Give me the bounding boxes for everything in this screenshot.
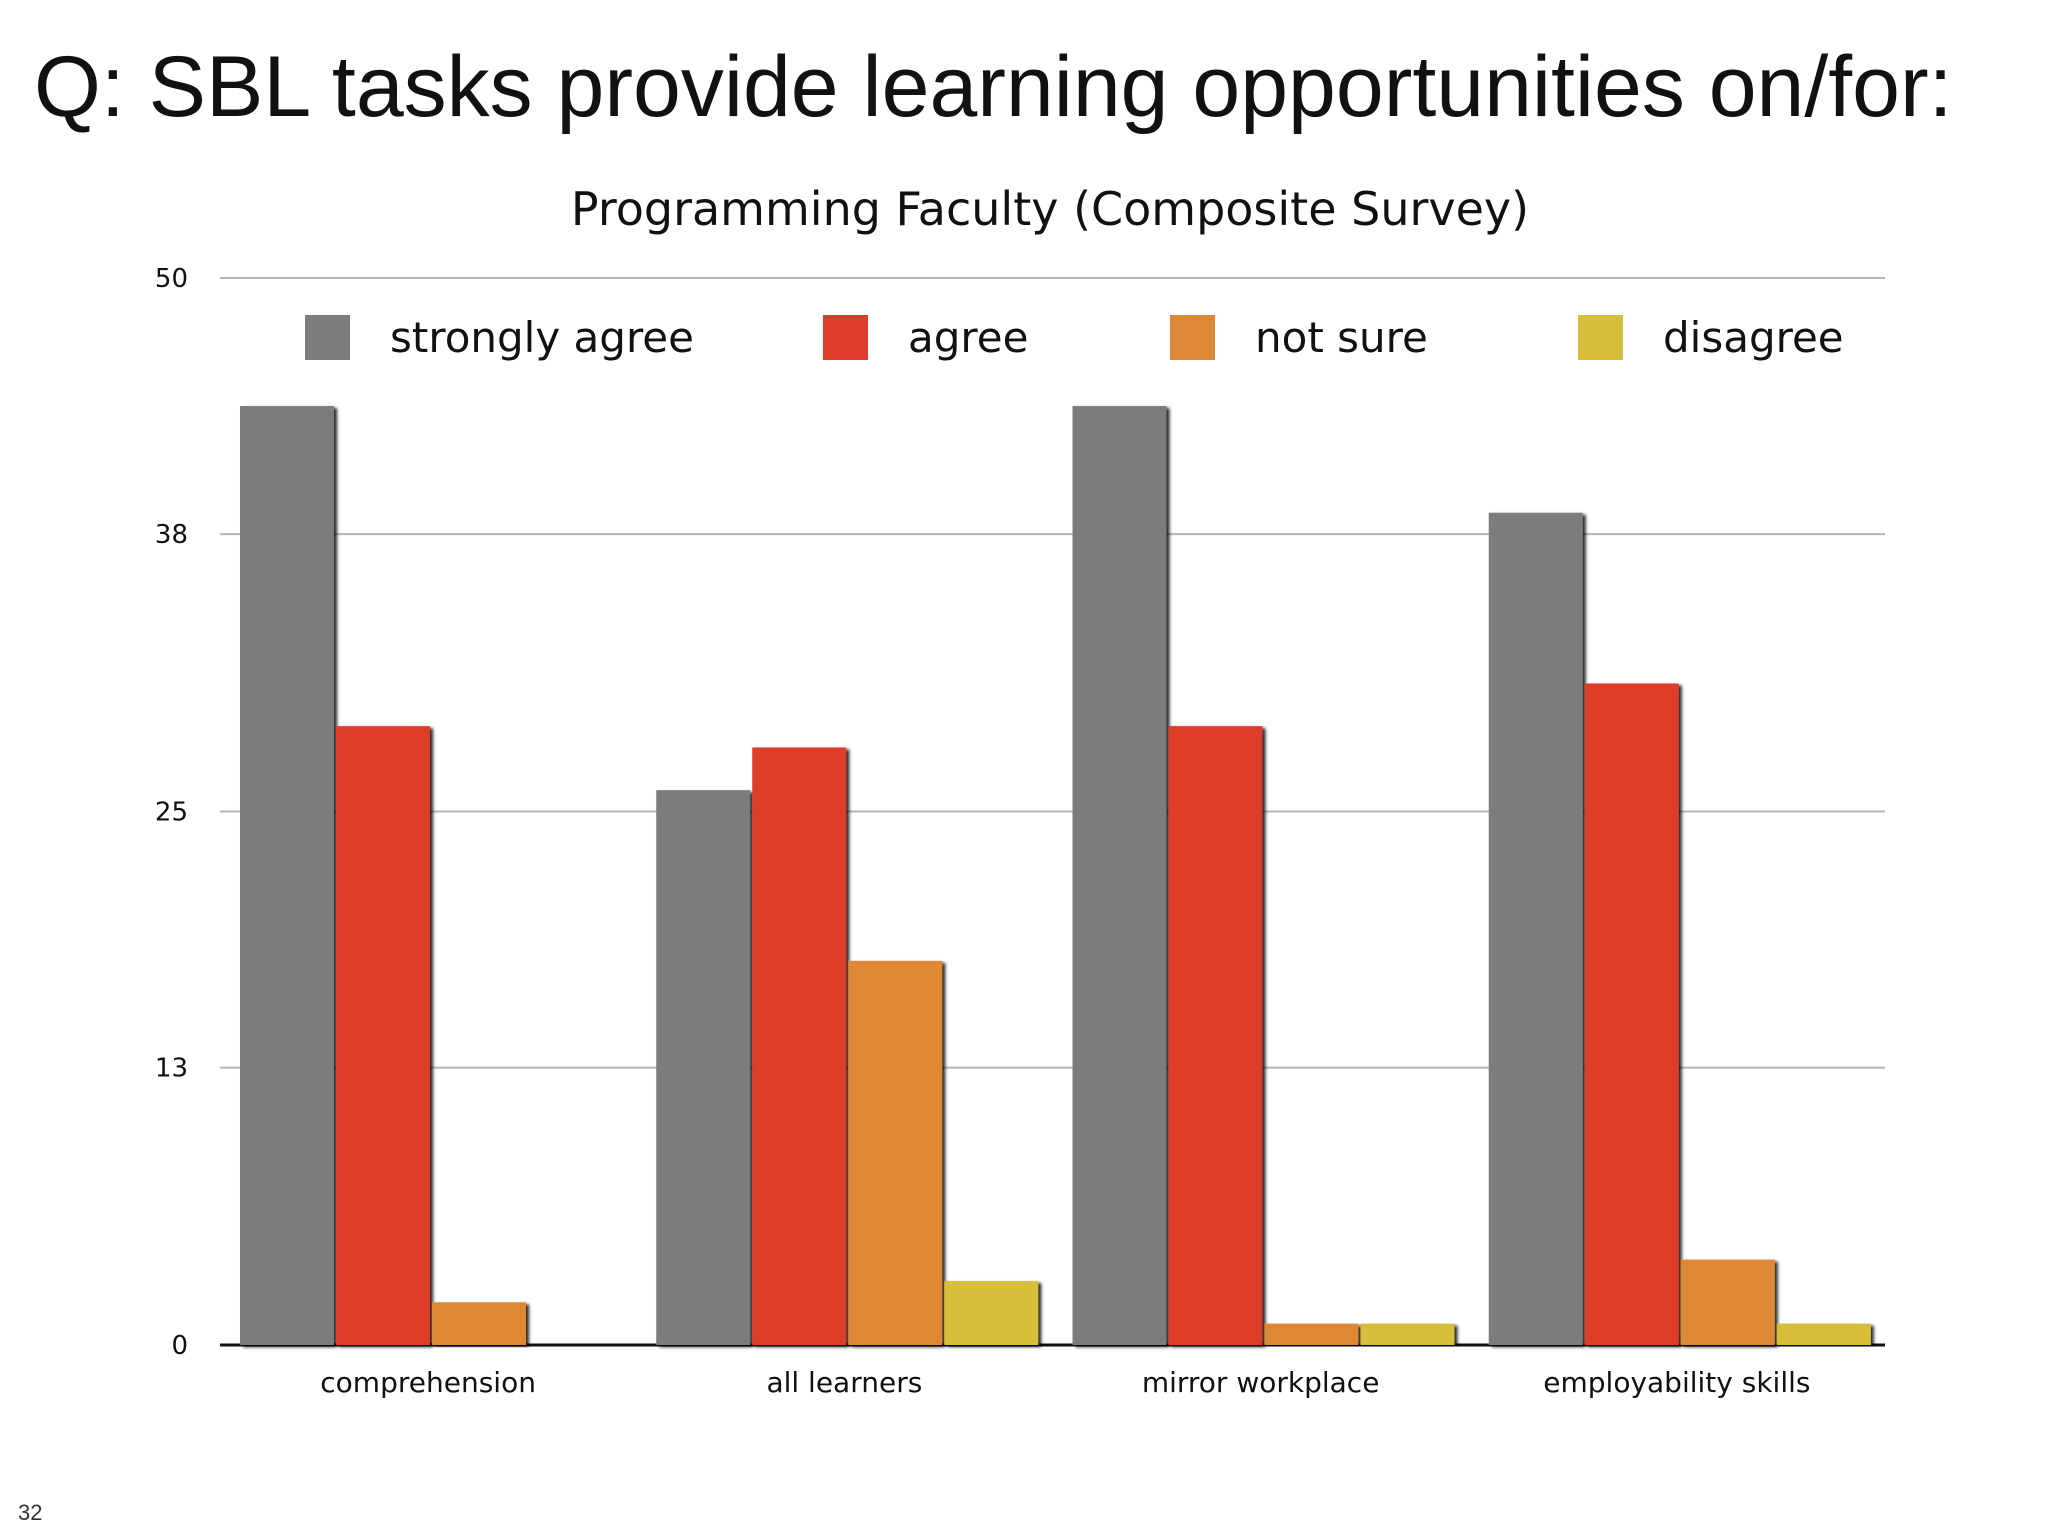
bar-strongly-agree-mirror-workplace	[1072, 406, 1167, 1345]
bar-agree-employability-skills	[1584, 683, 1679, 1345]
legend-label: not sure	[1255, 313, 1428, 362]
legend-label: disagree	[1663, 313, 1844, 362]
bar-agree-comprehension	[336, 726, 430, 1345]
x-axis: comprehension all learners mirror workplac…	[320, 1366, 1810, 1399]
y-tick-label: 38	[155, 520, 188, 550]
bar-disagree-mirror-workplace	[1360, 1323, 1455, 1345]
page-number: 32	[18, 1500, 43, 1525]
bars	[240, 406, 1871, 1345]
legend-swatch	[823, 315, 868, 360]
bar-strongly-agree-employability-skills	[1488, 512, 1583, 1345]
x-tick-label: mirror workplace	[1142, 1366, 1380, 1399]
legend-label: strongly agree	[390, 313, 694, 362]
bar-disagree-employability-skills	[1776, 1323, 1871, 1345]
y-tick-label: 0	[171, 1331, 188, 1361]
legend-swatch	[1578, 315, 1623, 360]
bar-agree-mirror-workplace	[1168, 726, 1263, 1345]
bar-not-sure-all-learners	[848, 960, 943, 1345]
y-tick-label: 50	[155, 264, 188, 294]
bar-not-sure-employability-skills	[1680, 1259, 1775, 1345]
x-tick-label: comprehension	[320, 1366, 536, 1399]
y-axis: 0 13 25 38 50	[155, 264, 188, 1361]
legend-label: agree	[908, 313, 1028, 362]
bar-agree-all-learners	[752, 747, 847, 1345]
x-tick-label: all learners	[766, 1366, 922, 1399]
legend: strongly agree agree not sure disagree	[305, 313, 1844, 362]
chart-title: Programming Faculty (Composite Survey)	[571, 182, 1529, 236]
legend-swatch	[1170, 315, 1215, 360]
slide-title: Q: SBL tasks provide learning opportunit…	[34, 39, 1953, 135]
bar-strongly-agree-comprehension	[240, 406, 334, 1345]
bar-strongly-agree-all-learners	[656, 790, 751, 1345]
y-tick-label: 13	[155, 1054, 188, 1084]
bar-disagree-all-learners	[944, 1280, 1039, 1345]
bar-not-sure-mirror-workplace	[1264, 1323, 1359, 1345]
x-tick-label: employability skills	[1543, 1366, 1810, 1399]
bar-not-sure-comprehension	[432, 1302, 526, 1345]
y-tick-label: 25	[155, 798, 188, 828]
legend-swatch	[305, 315, 350, 360]
